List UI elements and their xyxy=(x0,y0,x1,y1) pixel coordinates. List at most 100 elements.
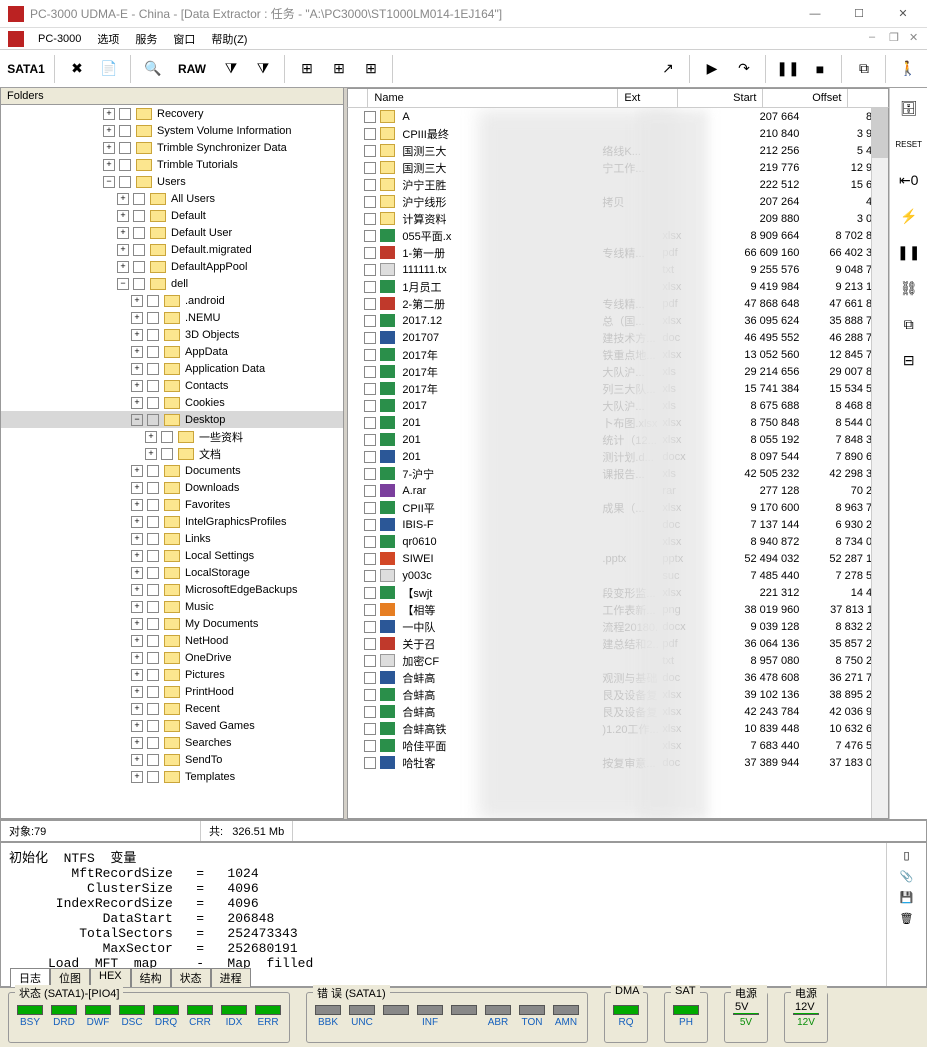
checkbox[interactable] xyxy=(364,468,376,480)
file-row[interactable]: 合蚌高观测与基础...doc36 478 60836 271 760 xyxy=(348,669,888,686)
file-row[interactable]: CPIII最终210 8403 992 xyxy=(348,125,888,142)
checkbox[interactable] xyxy=(364,519,376,531)
stack-icon[interactable]: ⧉ xyxy=(897,312,921,336)
tree-item[interactable]: +Links xyxy=(1,530,343,547)
checkbox[interactable] xyxy=(147,567,159,579)
file-row[interactable]: 沪宁线形拷贝207 264416 xyxy=(348,193,888,210)
expand-icon[interactable]: + xyxy=(131,295,143,307)
expand-icon[interactable]: + xyxy=(117,210,129,222)
file-row[interactable]: 7-沪宁课报告...xls42 505 23242 298 384 xyxy=(348,465,888,482)
checkbox[interactable] xyxy=(147,550,159,562)
tree-item[interactable]: +Saved Games xyxy=(1,717,343,734)
file-row[interactable]: 2017年列三大队...xls15 741 38415 534 536 xyxy=(348,380,888,397)
checkbox[interactable] xyxy=(147,346,159,358)
tree-item[interactable]: +Default User xyxy=(1,224,343,241)
expand-icon[interactable]: + xyxy=(117,227,129,239)
tree-item[interactable]: +Default.migrated xyxy=(1,241,343,258)
file-row[interactable]: A207 664816 xyxy=(348,108,888,125)
export-icon[interactable]: ↗ xyxy=(653,54,683,84)
file-row[interactable]: y003csuc7 485 4407 278 592 xyxy=(348,567,888,584)
exit-icon[interactable]: 🚶 xyxy=(893,54,923,84)
checkbox[interactable] xyxy=(147,397,159,409)
expand-icon[interactable]: + xyxy=(131,516,143,528)
col-name[interactable]: Name xyxy=(368,89,618,107)
checkbox[interactable] xyxy=(364,434,376,446)
close-button[interactable]: ✕ xyxy=(881,0,925,28)
tree-item[interactable]: +AppData xyxy=(1,343,343,360)
menu-window[interactable]: 窗口 xyxy=(165,29,203,49)
checkbox[interactable] xyxy=(147,516,159,528)
checkbox[interactable] xyxy=(364,485,376,497)
expand-icon[interactable]: + xyxy=(103,108,115,120)
tree-item[interactable]: +My Documents xyxy=(1,615,343,632)
file-row[interactable]: 1-第一册专线精...pdf66 609 16066 402 312 xyxy=(348,244,888,261)
tree-item[interactable]: +Cookies xyxy=(1,394,343,411)
checkbox[interactable] xyxy=(364,400,376,412)
file-row[interactable]: 2-第二册专线精...pdf47 868 64847 661 800 xyxy=(348,295,888,312)
checkbox[interactable] xyxy=(147,482,159,494)
checkbox[interactable] xyxy=(119,108,131,120)
expand-icon[interactable]: + xyxy=(117,244,129,256)
expand-icon[interactable]: + xyxy=(131,601,143,613)
folder-tree[interactable]: +Recovery+System Volume Information+Trim… xyxy=(0,105,344,819)
reset-icon[interactable]: RESET xyxy=(897,132,921,156)
file-row[interactable]: 201测计划.d...docx8 097 5447 890 696 xyxy=(348,448,888,465)
tree-item[interactable]: +Default xyxy=(1,207,343,224)
checkbox[interactable] xyxy=(364,230,376,242)
filter1-icon[interactable]: ⧩ xyxy=(216,54,246,84)
file-row[interactable]: 2017大队沪...xls8 675 6888 468 840 xyxy=(348,397,888,414)
checkbox[interactable] xyxy=(364,264,376,276)
pause2-icon[interactable]: ❚❚ xyxy=(897,240,921,264)
checkbox[interactable] xyxy=(161,448,173,460)
stop-icon[interactable]: ■ xyxy=(805,54,835,84)
tree-item[interactable]: +Favorites xyxy=(1,496,343,513)
menu-help[interactable]: 帮助(Z) xyxy=(203,29,255,49)
file-row[interactable]: 201统计（12...xlsx8 055 1927 848 344 xyxy=(348,431,888,448)
checkbox[interactable] xyxy=(147,754,159,766)
checkbox[interactable] xyxy=(133,210,145,222)
checkbox[interactable] xyxy=(364,740,376,752)
tree-item[interactable]: +Templates xyxy=(1,768,343,785)
checkbox[interactable] xyxy=(147,635,159,647)
tree-item[interactable]: +Music xyxy=(1,598,343,615)
file-row[interactable]: 合蚌高艮及设备复...xlsx39 102 13638 895 288 xyxy=(348,686,888,703)
binoculars-icon[interactable]: 🔍 xyxy=(138,54,168,84)
expand-icon[interactable]: + xyxy=(131,686,143,698)
tree-item[interactable]: +Documents xyxy=(1,462,343,479)
tree-item[interactable]: +LocalStorage xyxy=(1,564,343,581)
checkbox[interactable] xyxy=(364,383,376,395)
checkbox[interactable] xyxy=(119,142,131,154)
checkbox[interactable] xyxy=(364,315,376,327)
pause-icon[interactable]: ❚❚ xyxy=(773,54,803,84)
expand-icon[interactable]: + xyxy=(117,261,129,273)
tree-item[interactable]: +Recent xyxy=(1,700,343,717)
mdi-min-icon[interactable]: – xyxy=(869,31,885,47)
checkbox[interactable] xyxy=(161,431,173,443)
file-list[interactable]: A207 664816CPIII最终210 8403 992国测三大络线K...… xyxy=(347,108,889,819)
expand-icon[interactable]: + xyxy=(131,652,143,664)
menu-options[interactable]: 选项 xyxy=(89,29,127,49)
filter2-icon[interactable]: ⧩ xyxy=(248,54,278,84)
tree-item[interactable]: −Users xyxy=(1,173,343,190)
file-row[interactable]: 加密CFtxt8 957 0808 750 232 xyxy=(348,652,888,669)
expand-icon[interactable]: − xyxy=(117,278,129,290)
checkbox[interactable] xyxy=(133,193,145,205)
checkbox[interactable] xyxy=(364,689,376,701)
expand-icon[interactable]: + xyxy=(103,142,115,154)
checkbox[interactable] xyxy=(364,332,376,344)
tree-item[interactable]: +Searches xyxy=(1,734,343,751)
checkbox[interactable] xyxy=(147,618,159,630)
checkbox[interactable] xyxy=(147,329,159,341)
expand-icon[interactable]: + xyxy=(131,635,143,647)
expand-icon[interactable]: + xyxy=(131,737,143,749)
checkbox[interactable] xyxy=(364,179,376,191)
expand-icon[interactable]: + xyxy=(131,754,143,766)
expand-icon[interactable]: + xyxy=(131,669,143,681)
raw-button[interactable]: RAW xyxy=(170,54,214,84)
expand-icon[interactable]: + xyxy=(131,703,143,715)
tree-item[interactable]: +NetHood xyxy=(1,632,343,649)
checkbox[interactable] xyxy=(147,771,159,783)
file-row[interactable]: CPII平成果（...xlsx9 170 6008 963 752 xyxy=(348,499,888,516)
expand-icon[interactable]: + xyxy=(131,720,143,732)
tree-item[interactable]: +.android xyxy=(1,292,343,309)
